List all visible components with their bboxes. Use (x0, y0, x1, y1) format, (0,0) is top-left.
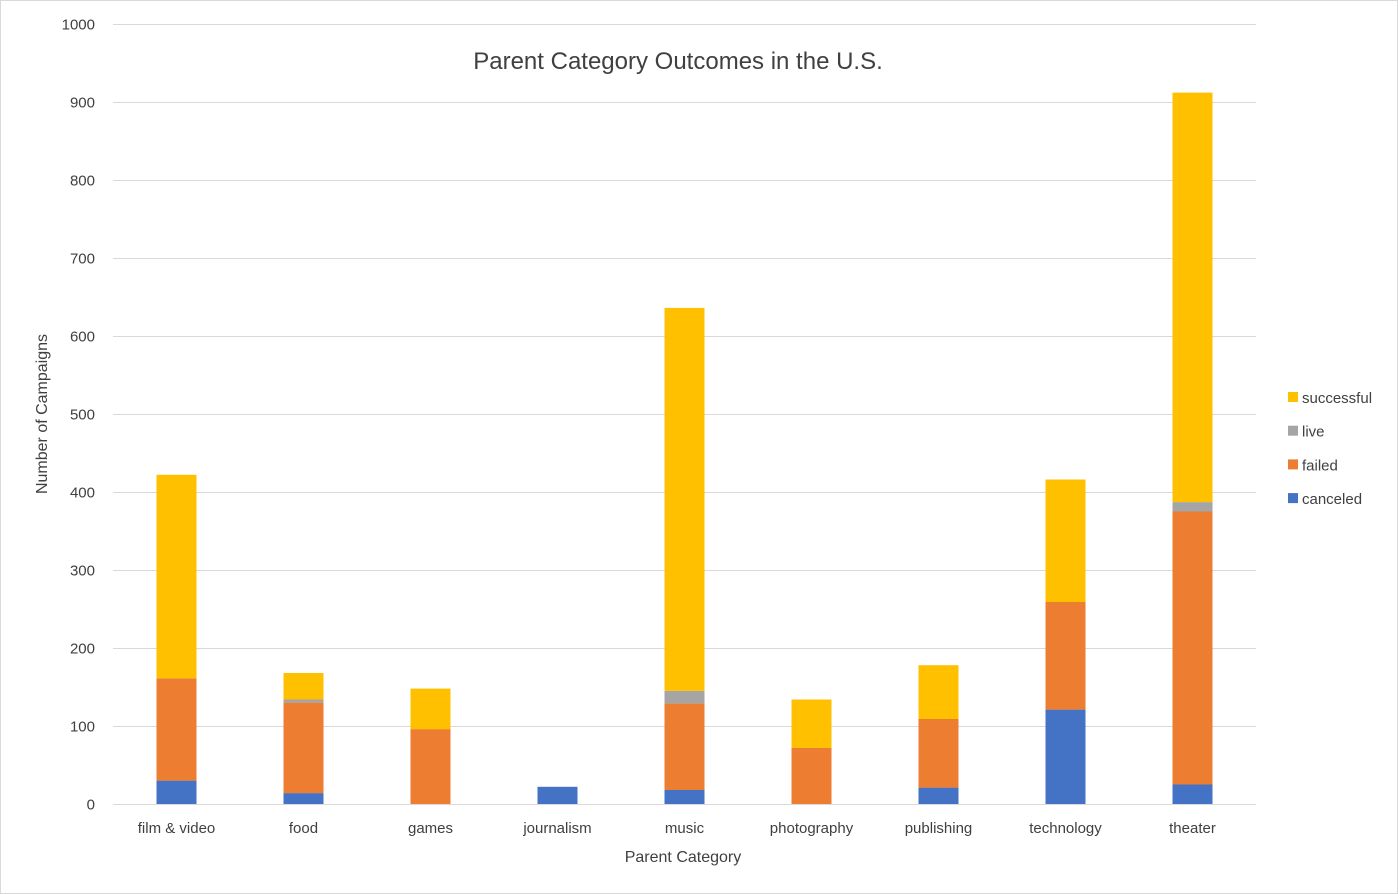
bars (156, 92, 1213, 804)
legend-label-successful: successful (1302, 390, 1372, 407)
bar-failed (664, 703, 705, 790)
x-tick-label: music (665, 820, 705, 837)
bar-successful (791, 699, 832, 748)
x-tick-label: film & video (138, 820, 216, 837)
legend-swatch-successful (1288, 392, 1298, 402)
bar-failed (283, 702, 324, 794)
bar-successful (1172, 92, 1213, 503)
bar-canceled (537, 786, 578, 804)
y-tick-label: 900 (70, 95, 95, 112)
y-tick-label: 500 (70, 407, 95, 424)
bar-canceled (156, 780, 197, 804)
legend-swatch-canceled (1288, 493, 1298, 504)
y-axis-ticks: 0 100 200 300 400 500 600 700 800 900 1000 (62, 17, 95, 814)
y-tick-label: 600 (70, 329, 95, 346)
bar-live (1172, 502, 1213, 512)
x-tick-label: theater (1169, 820, 1216, 837)
y-tick-label: 400 (70, 485, 95, 502)
bar-canceled (1172, 784, 1213, 804)
y-tick-label: 700 (70, 251, 95, 268)
bar-failed (918, 719, 959, 788)
x-tick-label: publishing (905, 820, 973, 837)
bar-successful (1045, 479, 1086, 602)
x-tick-label: journalism (522, 820, 591, 837)
bar-canceled (1045, 709, 1086, 804)
y-tick-label: 100 (70, 719, 95, 736)
legend-label-failed: failed (1302, 457, 1338, 474)
bar-live (283, 699, 324, 703)
bar-failed (156, 678, 197, 781)
y-tick-label: 1000 (62, 17, 95, 34)
y-tick-label: 800 (70, 173, 95, 190)
bar-successful (918, 665, 959, 719)
bar-successful (283, 673, 324, 700)
bar-failed (791, 747, 832, 804)
bar-canceled (283, 793, 324, 804)
bar-successful (156, 474, 197, 679)
bar-failed (1045, 602, 1086, 710)
chart-title: Parent Category Outcomes in the U.S. (473, 48, 883, 75)
y-tick-label: 300 (70, 563, 95, 580)
x-tick-label: food (289, 820, 318, 837)
x-tick-label: photography (770, 820, 854, 837)
x-axis-ticks: film & video food games journalism music phot… (138, 820, 1216, 837)
bar-failed (410, 729, 451, 804)
y-axis-title: Number of Campaigns (34, 334, 51, 494)
x-tick-label: games (408, 820, 453, 837)
legend: successful live failed canceled (1288, 390, 1372, 508)
legend-swatch-failed (1288, 459, 1298, 470)
legend-label-canceled: canceled (1302, 491, 1362, 508)
bar-canceled (918, 787, 959, 804)
bar-successful (410, 688, 451, 730)
bar-failed (1172, 511, 1213, 785)
y-tick-label: 200 (70, 641, 95, 658)
legend-label-live: live (1302, 424, 1325, 441)
bar-live (664, 690, 705, 704)
bar-canceled (664, 790, 705, 804)
bar-successful (664, 307, 705, 691)
x-axis-title: Parent Category (625, 849, 742, 866)
x-tick-label: technology (1029, 820, 1102, 837)
y-tick-label: 0 (87, 797, 95, 814)
legend-swatch-live (1288, 425, 1298, 436)
